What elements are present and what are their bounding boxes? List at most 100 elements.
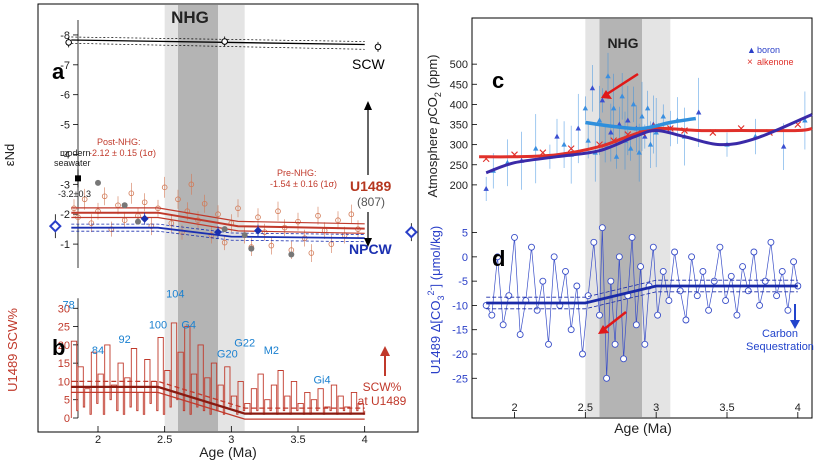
panel-d-letter: d xyxy=(492,246,505,271)
co3-point xyxy=(545,340,552,348)
boron-point xyxy=(644,105,651,111)
panel-a-ytick-label: -7 xyxy=(60,60,70,72)
boron-point xyxy=(610,105,617,111)
scw-arrow-label-2: at U1489 xyxy=(358,394,407,408)
panel-d: -25 -20 -15 -10 -5 0 5 2 2.5 3 3.5 4 xyxy=(452,215,812,419)
boron-point xyxy=(802,117,808,123)
left-xtick-label: 3 xyxy=(228,434,234,446)
co3-point xyxy=(756,301,764,309)
right-xtick-label: 3 xyxy=(653,402,659,414)
boron-point xyxy=(653,129,659,135)
scw-point xyxy=(374,43,382,51)
scw-label: SCW xyxy=(352,56,385,72)
co3-red-arrow xyxy=(598,311,627,334)
panel-d-ytick-label: -5 xyxy=(458,276,468,288)
u1489-point xyxy=(215,211,221,218)
boron-point xyxy=(589,85,596,91)
co3-point xyxy=(539,277,547,285)
u1489-point xyxy=(88,220,95,226)
panel-d-ylabel-sub: 3 xyxy=(436,295,446,300)
legend-c: ▲ boron × alkenone xyxy=(747,45,794,68)
npcw-down-arrow xyxy=(364,212,372,247)
co3-point xyxy=(665,297,673,305)
co3-point xyxy=(598,224,606,232)
post-nhg-title: Post-NHG: xyxy=(97,137,141,147)
boron-point xyxy=(605,73,611,79)
panel-a-letter: a xyxy=(52,59,65,84)
npcw-fit-line xyxy=(71,226,365,239)
pco2-red-arrow xyxy=(601,72,639,99)
event-label: 84 xyxy=(92,345,104,357)
panel-a-ytick-label: -1 xyxy=(60,239,70,251)
scw-point xyxy=(65,39,72,46)
carbon-seq-label-1: Carbon xyxy=(762,328,798,340)
npcw-label: NPCW xyxy=(349,241,393,257)
u1489-point xyxy=(175,196,181,203)
pre-nhg-value: -1.54 ± 0.16 (1σ) xyxy=(270,179,337,189)
left-xtick-label: 4 xyxy=(362,434,368,446)
u1489-fit-lower xyxy=(71,207,365,225)
event-label: G4 xyxy=(181,319,196,331)
panel-a-ytick-label: -8 xyxy=(60,30,70,42)
co3-point xyxy=(632,321,640,329)
npcw-point xyxy=(214,228,222,237)
left-xlabel: Age (Ma) xyxy=(199,444,257,460)
right-nhg-band xyxy=(585,19,671,417)
co3-point xyxy=(550,253,558,261)
npcw-point xyxy=(254,226,262,235)
scw-arrow-label-1: SCW% xyxy=(363,380,402,394)
co3-point xyxy=(641,340,649,348)
u1489-point xyxy=(81,196,88,203)
boron-point xyxy=(695,109,702,115)
event-label: Gi4 xyxy=(313,374,330,386)
npcw-point xyxy=(140,214,149,223)
boron-point xyxy=(575,125,581,131)
modern-seawater-point xyxy=(75,175,81,182)
boron-point xyxy=(613,153,620,159)
u1489-point xyxy=(268,242,275,249)
panel-d-ytick-label: 5 xyxy=(462,228,468,240)
co3-point xyxy=(716,243,724,251)
co3-point xyxy=(676,287,684,295)
u1489-fit-upper xyxy=(71,216,365,234)
boron-point xyxy=(642,133,648,139)
co3-fit-band-upper xyxy=(486,279,798,298)
co3-point xyxy=(603,374,611,382)
panel-d-ytick-label: -25 xyxy=(452,373,468,385)
panel-b-ytick-label: 0 xyxy=(64,413,70,425)
boron-point xyxy=(582,105,589,111)
boron-point xyxy=(625,117,631,123)
co3-point xyxy=(637,263,645,271)
panel-d-ytick-label: 0 xyxy=(462,252,468,264)
boron-point xyxy=(636,149,642,155)
panel-c-ytick-label: 450 xyxy=(450,79,468,91)
co3-point xyxy=(505,292,513,300)
co3-point xyxy=(590,238,598,246)
gray-point xyxy=(95,179,101,186)
scw-band-lower xyxy=(71,42,365,50)
co3-point xyxy=(744,287,752,295)
co3-point xyxy=(693,292,701,300)
gray-point xyxy=(241,232,248,239)
panel-a-ytick-label: -5 xyxy=(60,120,70,132)
u1489-label: U1489 xyxy=(350,178,391,194)
u1489-point xyxy=(101,193,108,200)
scw-percent-fit-band xyxy=(71,391,365,420)
panel-c-ytick-label: 500 xyxy=(450,59,468,71)
right-nhg-label: NHG xyxy=(607,35,638,51)
boron-point xyxy=(630,101,637,107)
panel-a-ytick-label: -2 xyxy=(60,209,70,221)
co3-point xyxy=(494,253,501,261)
right-xlabel: Age (Ma) xyxy=(614,420,672,436)
co3-point xyxy=(628,233,636,241)
boron-point xyxy=(647,141,654,147)
panel-d-ytick-label: -15 xyxy=(452,325,468,337)
co3-point xyxy=(528,243,535,251)
event-label: G22 xyxy=(234,338,255,350)
scw-band-upper xyxy=(71,36,365,42)
panel-b-ytick-label: 5 xyxy=(64,395,70,407)
boron-point xyxy=(483,185,489,191)
panel-b-letter: b xyxy=(52,335,65,360)
